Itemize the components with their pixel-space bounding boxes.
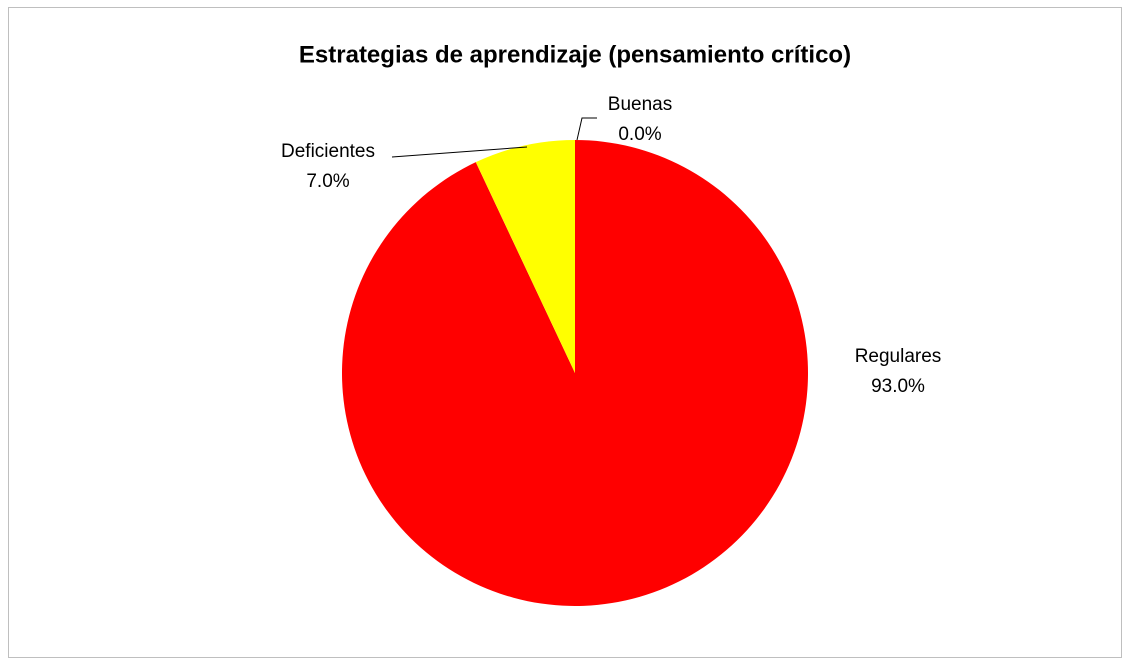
slice-value-label: 0.0% [618,124,661,145]
chart-title: Estrategias de aprendizaje (pensamiento … [299,41,851,68]
slice-category-label: Deficientes [281,141,375,162]
pie-slice [341,140,808,607]
slice-value-label: 93.0% [871,376,925,397]
slice-category-label: Regulares [855,346,942,367]
pie-slice [475,140,575,373]
slice-value-label: 7.0% [306,171,349,192]
leader-line [576,117,597,141]
leader-line [391,146,528,158]
slice-category-label: Buenas [608,94,672,115]
